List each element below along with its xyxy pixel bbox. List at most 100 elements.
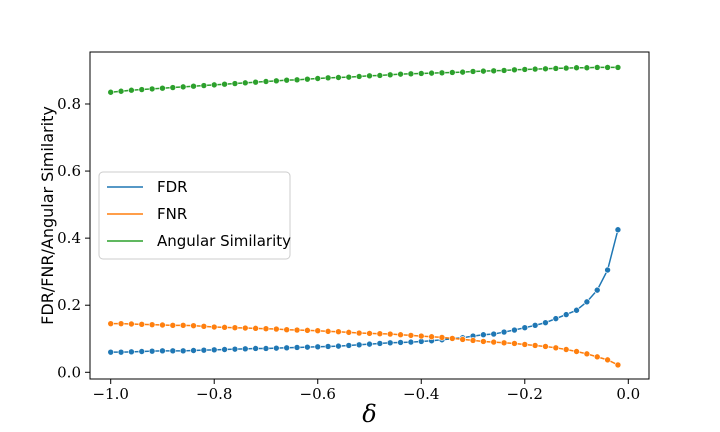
data-point-fnr: [469, 337, 477, 344]
data-point-fdr: [262, 345, 270, 352]
data-point-fnr: [604, 356, 611, 364]
data-point-fnr: [335, 328, 342, 336]
data-point-fnr: [490, 338, 498, 346]
data-point-angular-similarity: [117, 87, 125, 95]
data-point-fdr: [386, 339, 394, 347]
y-tick-label: 0.6: [57, 162, 81, 180]
ticks-layer: −1.0 −0.8 −0.6 −0.4 −0.2 0.0 0.0 0.2 0.4 0.6 0.8: [57, 95, 640, 403]
data-point-fdr: [614, 226, 622, 234]
data-point-angular-similarity: [459, 68, 466, 76]
data-point-fdr: [542, 319, 549, 326]
data-point-angular-similarity: [604, 64, 611, 71]
data-point-angular-similarity: [283, 76, 290, 84]
data-point-angular-similarity: [438, 69, 446, 77]
data-point-fdr: [490, 330, 498, 338]
data-point-fnr: [314, 327, 322, 335]
data-point-fdr: [366, 340, 373, 348]
data-point-angular-similarity: [386, 71, 394, 79]
x-axis-label: δ: [362, 400, 376, 428]
data-point-angular-similarity: [148, 85, 156, 93]
data-point-fnr: [273, 325, 280, 333]
data-point-fnr: [562, 346, 570, 353]
data-point-fdr: [552, 315, 560, 322]
data-point-angular-similarity: [107, 88, 114, 96]
data-point-fnr: [293, 326, 301, 334]
y-axis-label: FDR/FNR/Angular Similarity: [38, 106, 57, 325]
data-point-fnr: [407, 332, 415, 339]
data-point-angular-similarity: [241, 79, 249, 87]
data-point-angular-similarity: [480, 67, 487, 75]
data-point-fdr: [604, 266, 611, 274]
data-point-fnr: [500, 339, 508, 347]
data-point-angular-similarity: [335, 74, 342, 81]
data-point-fnr: [252, 325, 259, 332]
data-point-fdr: [117, 348, 125, 356]
data-point-angular-similarity: [417, 70, 425, 77]
data-point-fnr: [573, 348, 580, 355]
data-point-fdr: [283, 344, 290, 352]
series-fnr: [107, 320, 622, 369]
x-tick-label: 0.0: [616, 385, 640, 403]
data-point-fnr: [459, 336, 466, 343]
data-point-fdr: [293, 344, 301, 351]
data-point-fdr: [252, 345, 259, 352]
data-point-fdr: [138, 348, 146, 355]
data-point-fdr: [304, 343, 311, 351]
x-tick-label: −0.6: [300, 385, 336, 403]
data-point-fnr: [324, 328, 332, 335]
data-point-fnr: [210, 323, 218, 331]
data-point-fdr: [107, 348, 114, 356]
data-point-fnr: [190, 322, 197, 329]
data-point-fnr: [511, 340, 518, 347]
data-point-fnr: [428, 333, 435, 341]
data-point-fnr: [200, 323, 208, 330]
data-point-angular-similarity: [428, 69, 435, 77]
data-point-fnr: [438, 334, 446, 341]
series-layer: [107, 64, 622, 369]
data-point-fnr: [366, 330, 373, 337]
data-point-fdr: [200, 346, 208, 354]
data-point-fnr: [262, 325, 270, 332]
data-point-angular-similarity: [376, 72, 384, 79]
data-point-angular-similarity: [542, 65, 549, 73]
data-point-fdr: [480, 331, 487, 339]
data-point-fnr: [241, 324, 249, 332]
x-tick-label: −0.2: [507, 385, 543, 403]
data-point-angular-similarity: [469, 68, 477, 75]
data-point-fdr: [407, 338, 415, 346]
data-point-angular-similarity: [138, 86, 146, 93]
data-point-fdr: [583, 298, 591, 306]
data-point-fdr: [531, 322, 539, 329]
data-point-angular-similarity: [314, 75, 322, 82]
data-point-fnr: [531, 342, 539, 349]
data-point-angular-similarity: [449, 69, 456, 76]
data-point-angular-similarity: [190, 82, 197, 90]
data-point-fdr: [511, 326, 518, 334]
data-point-angular-similarity: [397, 70, 404, 78]
data-point-fnr: [179, 322, 187, 329]
data-point-fnr: [386, 330, 394, 338]
data-point-fnr: [283, 326, 290, 334]
data-point-fnr: [345, 329, 353, 336]
data-point-fdr: [397, 339, 404, 346]
data-point-angular-similarity: [366, 72, 373, 80]
data-point-fnr: [521, 341, 529, 348]
data-point-fnr: [397, 331, 404, 339]
data-point-fnr: [159, 321, 166, 329]
x-tick-label: −1.0: [92, 385, 128, 403]
data-point-fnr: [138, 321, 146, 328]
data-point-angular-similarity: [573, 64, 580, 72]
data-point-fdr: [231, 345, 239, 353]
data-point-fdr: [241, 345, 249, 353]
data-point-angular-similarity: [324, 74, 332, 82]
y-tick-label: 0.2: [57, 296, 81, 314]
data-point-angular-similarity: [355, 73, 363, 80]
data-point-angular-similarity: [210, 81, 218, 89]
data-point-angular-similarity: [407, 70, 415, 78]
data-point-angular-similarity: [521, 66, 529, 73]
data-point-angular-similarity: [593, 64, 601, 71]
data-point-fdr: [221, 346, 228, 353]
data-point-angular-similarity: [293, 76, 301, 84]
legend: FDR FNR Angular Similarity: [98, 171, 291, 260]
legend-label-angular-similarity: Angular Similarity: [157, 232, 291, 250]
